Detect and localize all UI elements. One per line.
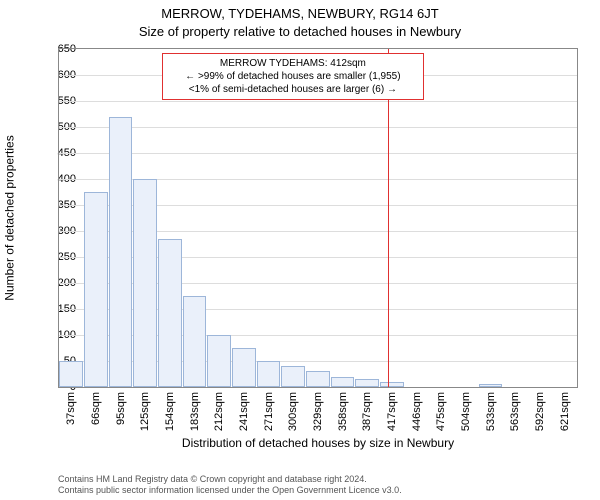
x-tick-label: 212sqm	[213, 392, 225, 431]
x-tick-label: 533sqm	[485, 392, 497, 431]
footer-line1: Contains HM Land Registry data © Crown c…	[58, 474, 402, 485]
histogram-bar	[183, 296, 207, 387]
annotation-box: MERROW TYDEHAMS: 412sqm← >99% of detache…	[162, 53, 424, 100]
chart-container: MERROW, TYDEHAMS, NEWBURY, RG14 6JT Size…	[0, 0, 600, 500]
x-tick-label: 183sqm	[189, 392, 201, 431]
histogram-bar	[331, 377, 355, 387]
x-tick-label: 300sqm	[287, 392, 299, 431]
histogram-bar	[133, 179, 157, 387]
x-tick-label: 329sqm	[312, 392, 324, 431]
x-tick-label: 66sqm	[90, 392, 102, 425]
histogram-bar	[380, 382, 404, 387]
y-axis-label: Number of detached properties	[2, 48, 18, 388]
histogram-bar	[355, 379, 379, 387]
x-axis-label: Distribution of detached houses by size …	[58, 436, 578, 450]
histogram-bar	[306, 371, 330, 387]
histogram-bar	[84, 192, 108, 387]
annotation-line: <1% of semi-detached houses are larger (…	[169, 83, 417, 96]
footer-line2: Contains public sector information licen…	[58, 485, 402, 496]
x-tick-label: 37sqm	[65, 392, 77, 425]
histogram-bar	[257, 361, 281, 387]
x-tick-label: 125sqm	[139, 392, 151, 431]
chart-title-line2: Size of property relative to detached ho…	[0, 24, 600, 39]
histogram-bar	[281, 366, 305, 387]
x-tick-label: 241sqm	[238, 392, 250, 431]
x-tick-label: 592sqm	[534, 392, 546, 431]
x-tick-label: 621sqm	[559, 392, 571, 431]
gridline	[59, 101, 577, 102]
x-tick-label: 387sqm	[361, 392, 373, 431]
x-tick-label: 358sqm	[337, 392, 349, 431]
histogram-bar	[59, 361, 83, 387]
footer-text: Contains HM Land Registry data © Crown c…	[58, 474, 402, 497]
x-tick-label: 563sqm	[509, 392, 521, 431]
x-tick-label: 95sqm	[115, 392, 127, 425]
histogram-bar	[232, 348, 256, 387]
annotation-line: ← >99% of detached houses are smaller (1…	[169, 70, 417, 83]
gridline	[59, 127, 577, 128]
histogram-bar	[479, 384, 503, 387]
plot-area: MERROW TYDEHAMS: 412sqm← >99% of detache…	[58, 48, 578, 388]
x-tick-label: 271sqm	[263, 392, 275, 431]
annotation-line: MERROW TYDEHAMS: 412sqm	[169, 57, 417, 70]
histogram-bar	[109, 117, 133, 387]
x-tick-label: 475sqm	[435, 392, 447, 431]
histogram-bar	[207, 335, 231, 387]
x-tick-label: 154sqm	[164, 392, 176, 431]
chart-title-line1: MERROW, TYDEHAMS, NEWBURY, RG14 6JT	[0, 6, 600, 21]
gridline	[59, 153, 577, 154]
histogram-bar	[158, 239, 182, 387]
x-tick-label: 446sqm	[411, 392, 423, 431]
x-tick-label: 417sqm	[386, 392, 398, 431]
x-tick-label: 504sqm	[460, 392, 472, 431]
